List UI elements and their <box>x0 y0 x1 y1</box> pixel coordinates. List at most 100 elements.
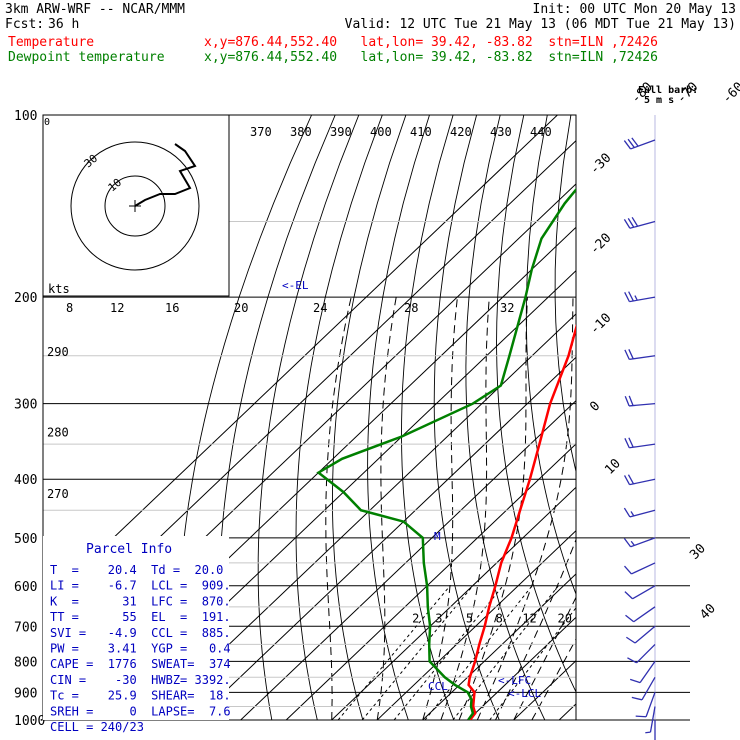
isotherm-line <box>558 703 576 720</box>
temperature-tick-label: -30 <box>587 151 614 178</box>
temperature-tick-label: -60 <box>720 80 740 107</box>
wind-barb-flag <box>623 538 632 548</box>
isotherm-line <box>605 115 740 720</box>
valid-time: Valid: 12 UTC Tue 21 May 13 (06 MDT Tue … <box>344 17 736 32</box>
theta-e-label: 420 <box>450 125 472 139</box>
moist-adiabat <box>422 297 458 720</box>
isotherm-line <box>331 486 576 720</box>
level-annotation: <-LCL <box>508 687 541 700</box>
wind-barb <box>654 720 656 740</box>
wind-barb-flag <box>631 137 639 147</box>
wind-barb-staff <box>633 606 656 623</box>
wind-barb-flag <box>628 395 634 406</box>
wind-barb-flag <box>628 349 634 360</box>
wind-barb-flag <box>623 140 632 150</box>
theta-label: 290 <box>47 345 69 359</box>
wind-barb <box>625 606 656 623</box>
isotherm-line <box>467 616 576 720</box>
mixing-ratio-line <box>452 585 559 720</box>
temperature-tick-label: 30 <box>687 541 709 563</box>
isotherm-line <box>240 399 576 720</box>
wind-barb-half-flag <box>630 540 635 546</box>
parcel-info-row: SREH = 0 LAPSE= 7.6 <box>50 704 231 718</box>
isotherm-line <box>43 115 558 606</box>
parcel-info-row: TT = 55 EL = 191. <box>50 610 231 624</box>
wind-barb-flag <box>624 591 633 600</box>
wind-speed-label: 28 <box>404 301 418 315</box>
pressure-tick-label: 800 <box>14 655 37 670</box>
hodograph-ring <box>70 141 200 271</box>
pressure-tick-label: 700 <box>14 620 37 635</box>
parcel-info-row: K = 31 LFC = 870. <box>50 594 231 608</box>
wind-barb-flag <box>623 507 631 518</box>
mixing-ratio-line <box>361 585 474 720</box>
wind-barb-half-flag <box>630 511 635 517</box>
mixing-ratio-label: 3 <box>435 611 442 625</box>
temperature-location: x,y=876.44,552.40 lat,lon= 39.42, -83.82… <box>204 35 658 50</box>
pressure-tick-label: 500 <box>14 532 37 547</box>
wind-barb-staff <box>641 676 656 701</box>
isotherm-line <box>149 313 576 720</box>
wind-barb-flag <box>628 291 634 302</box>
moist-adiabat <box>376 297 397 720</box>
parcel-info-row: PW = 3.41 YGP = 0.4 <box>50 642 231 656</box>
mixing-ratio-line <box>424 585 533 720</box>
theta-label: 280 <box>47 426 69 440</box>
mixing-ratio-line <box>393 585 504 720</box>
wind-barb <box>623 474 656 486</box>
hodograph-origin-label: 0 <box>44 117 50 128</box>
wind-barb-flag <box>624 395 630 407</box>
wind-barb-flag <box>631 696 643 701</box>
theta-label: 270 <box>47 487 69 501</box>
theta-e-label: 390 <box>330 125 352 139</box>
wind-barb <box>629 660 656 684</box>
wind-barb-flag <box>628 437 634 448</box>
parcel-info-row: Tc = 25.9 SHEAR= 18. <box>50 689 231 703</box>
isotherm-line <box>285 443 576 720</box>
forecast-label: Fcst: <box>5 17 45 32</box>
temperature-tick-label: -20 <box>587 231 614 258</box>
mixing-ratio-label: 2 <box>412 611 419 625</box>
parcel-info-box <box>43 536 229 720</box>
wind-barb-flag <box>625 636 636 644</box>
temperature-profile <box>467 323 576 720</box>
wind-barb-flag <box>635 715 647 718</box>
moist-adiabat <box>495 538 576 720</box>
wind-barb <box>624 562 656 575</box>
pressure-tick-label: 1000 <box>14 714 45 729</box>
wind-barb-half-flag <box>634 295 638 301</box>
temperature-tick-label: 0 <box>587 399 603 415</box>
wind-speed-label: 16 <box>165 301 179 315</box>
hodograph-ring <box>104 175 166 237</box>
dry-adiabat <box>525 115 576 596</box>
wind-barb-flag <box>629 678 641 684</box>
wind-barb-flag <box>627 218 635 228</box>
level-annotation: <-LFC <box>498 674 531 687</box>
model-title: 3km ARW-WRF -- NCAR/MMM <box>5 2 186 17</box>
wind-barb <box>623 537 656 548</box>
hodograph-units-label: kts <box>48 282 70 296</box>
init-time: Init: 00 UTC Mon 20 May 13 <box>532 2 737 17</box>
wind-speed-label: 24 <box>313 301 327 315</box>
wind-barb <box>623 507 656 518</box>
mixing-ratio-label: 12 <box>522 611 536 625</box>
dry-adiabat <box>554 115 576 474</box>
wind-barb <box>627 643 656 664</box>
wind-barb-flag <box>624 565 632 575</box>
wind-barb-staff <box>629 220 656 229</box>
mixing-ratio-label: 8 <box>496 611 503 625</box>
wind-barb-flag <box>624 349 630 360</box>
wind-barb-staff <box>630 139 656 150</box>
pressure-tick-label: 200 <box>14 291 37 306</box>
wind-barb <box>624 291 656 303</box>
barb-legend-units: 5 m s <box>644 95 674 106</box>
wind-barb-flag <box>627 657 637 664</box>
level-annotation: <-EL <box>282 279 309 292</box>
pressure-tick-label: 900 <box>14 686 37 701</box>
parcel-info-row: CAPE = 1776 SWEAT= 374 <box>50 657 231 671</box>
temperature-legend: Temperature <box>8 35 95 50</box>
wind-barb-staff <box>636 643 656 664</box>
plot-frame <box>42 114 577 721</box>
dry-adiabat <box>688 115 740 720</box>
